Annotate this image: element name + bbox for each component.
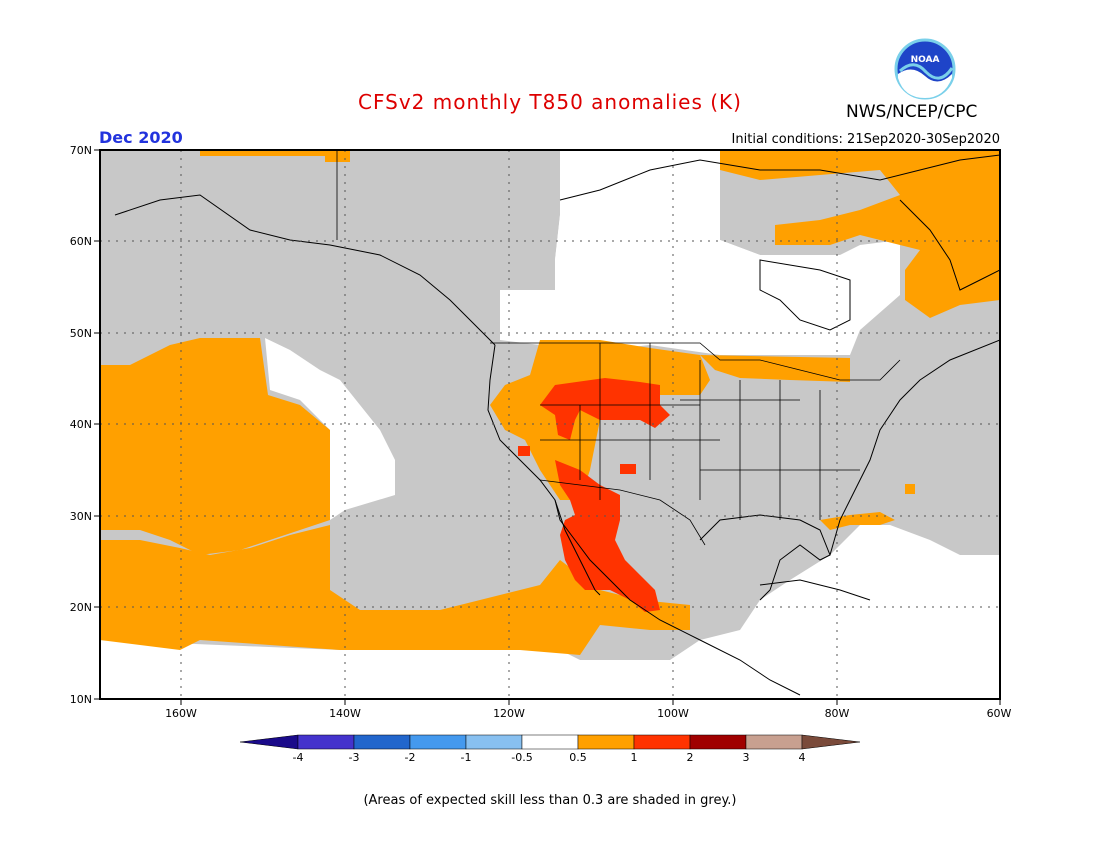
colorbar-tick-label: 2 [687, 751, 694, 764]
lat-label-40n: 40N [70, 418, 92, 431]
colorbar-swatch-4 [465, 734, 523, 750]
orange-region-northeast [720, 150, 1000, 318]
lat-labels: 70N 60N 50N 40N 30N 20N 10N [70, 144, 92, 706]
lon-label-80w: 80W [825, 707, 850, 720]
colorbar-tick-label: -1 [461, 751, 472, 764]
lon-labels: 160W 140W 120W 100W 80W 60W [165, 707, 1011, 720]
colorbar-tick-label: 1 [631, 751, 638, 764]
gridlines [100, 150, 1000, 699]
red-region-mexico [555, 460, 660, 612]
red-cell-arizona [620, 464, 636, 474]
orange-cell-arctic-1 [200, 150, 328, 156]
noaa-logo: NOAA [894, 38, 956, 100]
lat-label-50n: 50N [70, 327, 92, 340]
lon-label-160w: 160W [165, 707, 197, 720]
colorbar-swatches [239, 734, 861, 750]
coastline-greenland [899, 199, 1000, 291]
borders [336, 150, 901, 546]
white-region-pacific [265, 338, 395, 520]
colorbar-tick-label: -0.5 [511, 751, 532, 764]
coastlines [114, 154, 1000, 696]
colorbar-swatch-1 [297, 734, 355, 750]
chart-title: CFSv2 monthly T850 anomalies (K) [358, 90, 742, 114]
colorbar-tick-label: -3 [349, 751, 360, 764]
agency-label: NWS/NCEP/CPC [846, 102, 978, 122]
red-cell-california [518, 446, 530, 456]
orange-region-subtropical-band [100, 525, 690, 655]
border-states-1 [540, 343, 821, 520]
border-states-2 [579, 399, 860, 480]
orange-cell-atlantic [905, 484, 915, 494]
lon-label-120w: 120W [493, 707, 525, 720]
orange-region-great-lakes [700, 355, 850, 382]
colorbar-tick-label: 3 [743, 751, 750, 764]
colorbar: -4 -3 -2 -1 -0.5 0.5 1 2 3 4 [239, 734, 861, 764]
month-label: Dec 2020 [99, 128, 183, 147]
lat-label-10n: 10N [70, 693, 92, 706]
initial-conditions-label: Initial conditions: 21Sep2020-30Sep2020 [731, 132, 1000, 147]
lat-label-30n: 30N [70, 510, 92, 523]
border-us-canada [490, 342, 901, 381]
colorbar-swatch-6 [577, 734, 635, 750]
coastline-west-us [487, 344, 801, 696]
lon-label-140w: 140W [329, 707, 361, 720]
lat-label-20n: 20N [70, 601, 92, 614]
coastline-baja [554, 499, 601, 596]
colorbar-swatch-2 [353, 734, 411, 750]
coastline-east-us [829, 339, 1000, 556]
border-us-mexico [539, 479, 706, 546]
coastline-hudson-bay [759, 259, 851, 331]
noaa-logo-text: NOAA [911, 55, 940, 65]
skill-footnote: (Areas of expected skill less than 0.3 a… [363, 793, 737, 808]
colorbar-swatch-lower-extension [239, 734, 299, 750]
orange-cell-arctic-2 [325, 150, 350, 162]
colorbar-swatch-3 [409, 734, 467, 750]
colorbar-swatch-9 [745, 734, 803, 750]
lon-label-100w: 100W [657, 707, 689, 720]
coastline-alaska [114, 194, 496, 346]
colorbar-labels: -4 -3 -2 -1 -0.5 0.5 1 2 3 4 [293, 751, 806, 764]
colorbar-tick-label: -4 [293, 751, 304, 764]
colorbar-swatch-5 [521, 734, 579, 750]
colorbar-swatch-upper-extension [801, 734, 861, 750]
orange-region-north-pacific [100, 338, 330, 555]
lat-label-60n: 60N [70, 235, 92, 248]
colorbar-tick-label: 0.5 [569, 751, 587, 764]
lon-label-60w: 60W [987, 707, 1012, 720]
coastline-cuba [759, 579, 871, 601]
map-field [100, 150, 1000, 699]
colorbar-tick-label: -2 [405, 751, 416, 764]
lat-label-70n: 70N [70, 144, 92, 157]
white-region-canada [555, 150, 900, 335]
colorbar-swatch-7 [633, 734, 691, 750]
colorbar-swatch-8 [689, 734, 747, 750]
tick-marks [94, 149, 1001, 705]
colorbar-tick-label: 4 [799, 751, 806, 764]
coastline-arctic [559, 154, 1000, 201]
